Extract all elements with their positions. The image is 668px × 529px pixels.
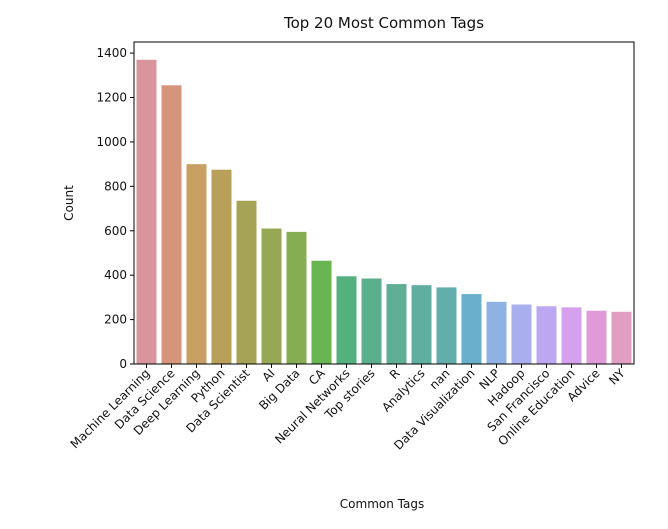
x-tick-label: NY [606,366,628,388]
x-tick-label: Analytics [379,366,427,414]
bar-analytics [411,285,432,364]
y-axis-label: Count [62,185,76,221]
y-tick-label: 0 [119,357,127,371]
bar-deep-learning [186,164,207,364]
y-tick-label: 400 [104,268,127,282]
y-tick-label: 1400 [96,46,127,60]
bar-san-francisco [536,306,557,364]
bar-top-stories [361,278,382,364]
x-tick-label: R [387,366,403,382]
y-tick-label: 600 [104,224,127,238]
bar-data-science [161,85,182,365]
bar-python [211,169,232,364]
plot-frame [133,41,635,365]
bar-data-visualization [461,294,482,364]
bar-ny [611,311,632,364]
bar-nan [436,287,457,364]
bar-r [386,284,407,364]
y-tick-label: 1200 [96,91,127,105]
bar-neural-networks [336,276,357,364]
x-axis-label: Common Tags [340,497,424,511]
bar-ai [261,228,282,364]
y-tick-label: 200 [104,313,127,327]
bar-online-education [561,307,582,364]
bar-data-scientist [236,200,257,364]
y-tick-label: 800 [104,179,127,193]
bar-nlp [486,301,507,364]
bar-advice [586,310,607,364]
bar-ca [311,260,332,364]
bar-group [136,59,632,365]
bar-machine-learning [136,59,157,365]
x-tick-label: AI [259,366,277,384]
bar-hadoop [511,304,532,364]
y-tick-label: 1000 [96,135,127,149]
chart-title: Top 20 Most Common Tags [283,14,484,32]
y-axis: 0 200 400 600 800 1000 1200 1400 [96,46,134,371]
bar-big-data [286,231,307,364]
